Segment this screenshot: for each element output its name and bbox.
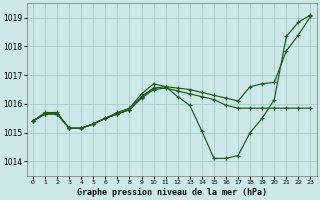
X-axis label: Graphe pression niveau de la mer (hPa): Graphe pression niveau de la mer (hPa)	[77, 188, 267, 197]
